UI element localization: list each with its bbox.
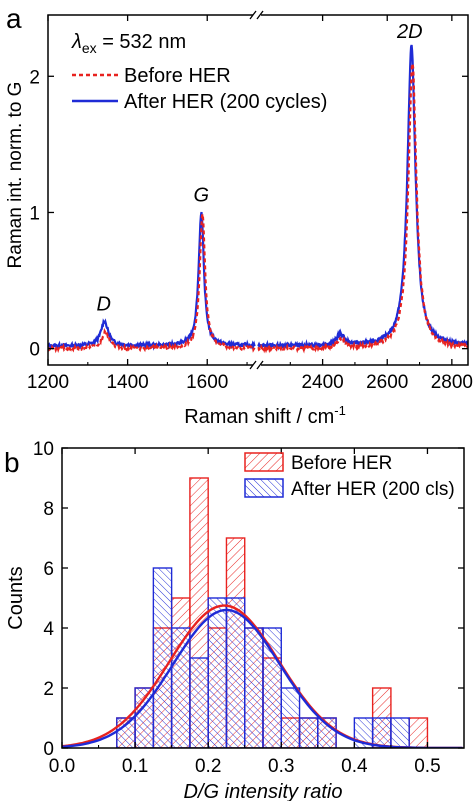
legend-before-hatch	[244, 452, 284, 472]
legend-after-label: After HER (200 cycles)	[124, 91, 327, 113]
bar-after-her	[390, 717, 410, 748]
legend-b-after-label: After HER (200 cls)	[291, 479, 455, 500]
panel-a-series-group	[48, 44, 468, 354]
panel-b-bars-group	[116, 477, 429, 748]
panel-b-ticks: 0.0 0.1 0.2 0.3 0.4 0.5 0 2 4 6 8 10	[33, 439, 464, 777]
panel-a-xtick-label: 1400	[106, 372, 148, 393]
axis-break-gap	[253, 11, 261, 19]
bar-after-her	[189, 657, 209, 748]
panel-a-xtick-label: 1600	[186, 372, 228, 393]
panel-a-plot: 1200 1400 1600 2400 2600 2800 0 1 2 D G 2D	[27, 10, 473, 393]
bar-after-her	[225, 597, 246, 748]
bar-after-her	[244, 627, 264, 748]
panel-a-ticks: 1200 1400 1600 2400 2600 2800 0 1 2	[27, 15, 473, 393]
bar-after-her	[371, 717, 392, 748]
spectrum-after-her	[48, 211, 256, 351]
panel-b-xtick-label: 0.4	[341, 756, 368, 777]
panel-b-frame	[61, 447, 465, 749]
peak-label-g: G	[193, 185, 209, 207]
panel-a-axes	[47, 10, 469, 370]
panel-b-legend: Before HER After HER (200 cls)	[244, 452, 455, 500]
axis-break-mark	[249, 10, 257, 20]
panel-b-xtick-label: 0.5	[414, 756, 440, 777]
panel-b-xtick-label: 0.2	[195, 756, 221, 777]
panel-b-ytick-label: 4	[43, 619, 54, 640]
legend-b-before-label: Before HER	[291, 453, 392, 474]
panel-b: b 0.0 0.1 0.2 0.3 0.4 0.5 0 2 4 6 8 10 Before HER A…	[4, 439, 465, 801]
spectrum-before-her	[48, 213, 256, 354]
legend-excitation: λex = 532 nm	[71, 31, 186, 56]
panel-a-legend: λex = 532 nm Before HER After HER (200 c…	[71, 31, 327, 113]
panel-a-frame	[47, 14, 469, 366]
panel-a-ytick-label: 2	[29, 67, 40, 88]
panel-b-axes	[61, 447, 465, 749]
panel-a-ytick-label: 0	[29, 340, 40, 361]
axis-break-mark	[256, 360, 264, 370]
legend-before-label: Before HER	[124, 65, 231, 87]
panel-b-xtick-label: 0.1	[122, 756, 148, 777]
axis-break-gap	[253, 361, 261, 369]
fit-after-her	[62, 608, 463, 748]
panel-a-peak-labels: D G 2D	[97, 21, 423, 315]
panel-a-xlabel: Raman shift / cm-1	[184, 403, 346, 428]
axis-break-mark	[256, 10, 264, 20]
bar-after-her	[207, 597, 228, 748]
panel-b-ytick-label: 8	[43, 499, 54, 520]
legend-after-hatch	[244, 478, 284, 498]
bar-after-her	[280, 687, 301, 748]
axis-break-mark	[249, 360, 257, 370]
panel-b-fits-group	[62, 604, 463, 748]
panel-b-ytick-label: 10	[33, 439, 54, 460]
spectrum-before-her	[257, 62, 468, 354]
bar-before-her	[408, 717, 429, 748]
panel-b-ytick-label: 6	[43, 559, 54, 580]
bar-after-her	[116, 717, 136, 748]
panel-a: a 1200 1400 1600 2400 2600 2800 0 1 2 D G 2D λex =…	[5, 3, 473, 428]
panel-b-ylabel: Counts	[5, 566, 27, 629]
panel-b-ytick-label: 2	[43, 679, 54, 700]
panel-a-ytick-label: 1	[29, 203, 40, 224]
panel-a-xtick-label: 1200	[27, 372, 69, 393]
bar-after-her	[152, 567, 173, 748]
panel-b-ytick-label: 0	[43, 739, 54, 760]
panel-a-xtick-label: 2800	[431, 372, 473, 393]
panel-a-xtick-label: 2400	[301, 372, 343, 393]
panel-b-xlabel: D/G intensity ratio	[184, 781, 343, 801]
peak-label-2d: 2D	[396, 21, 423, 43]
panel-a-xtick-label: 2600	[366, 372, 408, 393]
bar-after-her	[262, 627, 282, 748]
panel-b-label: b	[4, 447, 20, 478]
panel-a-label: a	[6, 3, 22, 34]
panel-b-plot: 0.0 0.1 0.2 0.3 0.4 0.5 0 2 4 6 8 10	[33, 439, 465, 777]
bar-after-her	[298, 717, 319, 748]
peak-label-d: D	[97, 294, 111, 316]
panel-a-ylabel: Raman int. norm. to G	[5, 82, 26, 269]
panel-b-xtick-label: 0.0	[49, 756, 75, 777]
panel-b-xtick-label: 0.3	[268, 756, 294, 777]
